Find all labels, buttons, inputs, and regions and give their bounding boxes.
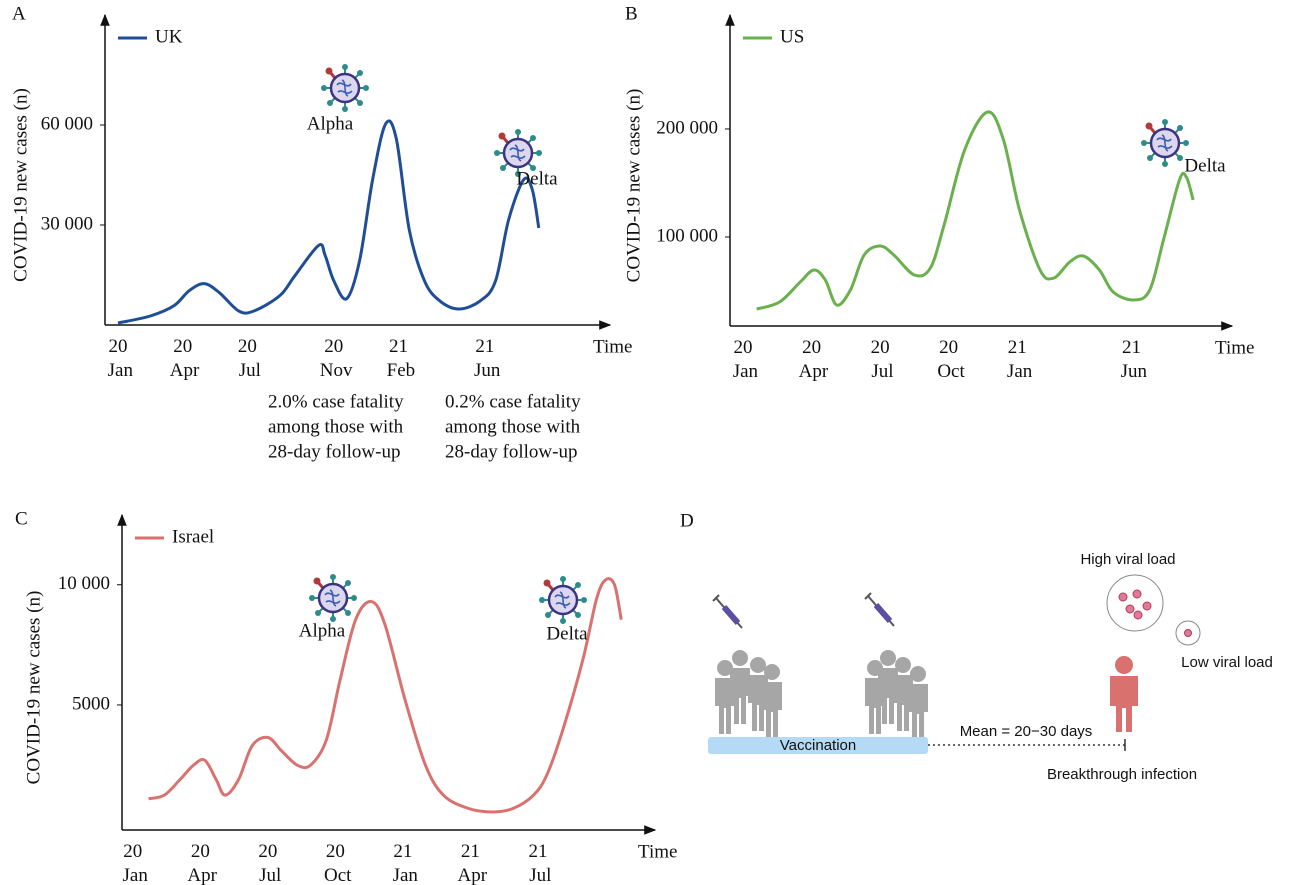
y-axis-label: COVID-19 new cases (n) (10, 88, 31, 282)
y-tick-label: 200 000 (656, 117, 718, 138)
annotation: Alpha (307, 113, 354, 134)
y-tick-label: 60 000 (41, 113, 93, 134)
x-tick-label: 21 Jun (1116, 337, 1148, 382)
x-tick-label: 20 Jan (118, 841, 149, 885)
x-axis-label: Time (638, 841, 677, 862)
bar-label: Vaccination (780, 737, 856, 754)
x-tick-label: 20 Apr (166, 336, 200, 381)
x-axis-label: Time (1215, 337, 1254, 358)
note: among those with (445, 416, 581, 437)
annotation: Delta (546, 623, 588, 644)
x-tick-label: 21 Apr (454, 841, 488, 885)
x-tick-label: 21 Jan (1002, 337, 1033, 382)
y-axis-label: COVID-19 new cases (n) (623, 89, 644, 283)
virus-dot (1185, 630, 1192, 637)
panel-label: D (680, 510, 694, 531)
x-tick-label: 20 Jul (867, 337, 894, 382)
high-load-circle (1107, 575, 1163, 631)
x-tick-label: 20 Jul (254, 841, 281, 885)
y-tick-label: 5000 (72, 693, 110, 714)
x-tick-label: 21 Jan (388, 841, 419, 885)
x-axis-label: Time (593, 336, 632, 357)
y-axis-label: COVID-19 new cases (n) (23, 591, 44, 785)
y-tick-label: 30 000 (41, 213, 93, 234)
note: 0.2% case fatality (445, 391, 581, 412)
syringe-icon (713, 595, 742, 628)
x-tick-label: 20 Oct (933, 337, 966, 382)
annotation: Alpha (299, 620, 346, 641)
x-tick-label: 20 Nov (315, 336, 353, 381)
y-tick-label: 10 000 (58, 573, 110, 594)
legend-label: Israel (172, 526, 214, 547)
legend-label: UK (155, 26, 183, 47)
diagram: D Vaccination Mean = 20−30 days Breakthr… (680, 510, 1273, 783)
x-tick-label: 20 Jan (103, 336, 134, 381)
series-line (118, 121, 539, 323)
x-tick-label: 20 Apr (184, 841, 218, 885)
infected-person (1110, 656, 1138, 732)
virus-icon (1141, 119, 1189, 167)
virus-icon (321, 64, 369, 112)
low-load-label: Low viral load (1181, 654, 1273, 671)
syringe-icon (865, 593, 894, 626)
x-tick-label: 21 Jun (469, 336, 501, 381)
legend-label: US (780, 26, 804, 47)
outcome-label: Breakthrough infection (1047, 766, 1197, 783)
series-line (757, 112, 1193, 309)
note: 28-day follow-up (268, 441, 400, 462)
high-load-label: High viral load (1080, 551, 1175, 568)
annotation: Delta (516, 168, 558, 189)
x-tick-label: 20 Jan (728, 337, 759, 382)
annotation: Delta (1184, 155, 1226, 176)
interval-label: Mean = 20−30 days (960, 723, 1093, 740)
note: 2.0% case fatality (268, 391, 404, 412)
x-tick-label: 20 Apr (795, 337, 829, 382)
virus-icon (309, 574, 357, 622)
vaccinated-group (715, 650, 782, 738)
panel-label: A (12, 3, 26, 24)
vaccinated-group (865, 650, 928, 740)
panel-label: B (625, 3, 638, 24)
x-tick-label: 20 Oct (319, 841, 352, 885)
figure: D Vaccination Mean = 20−30 days Breakthr… (0, 0, 1290, 885)
x-tick-label: 20 Jul (234, 336, 261, 381)
x-tick-label: 21 Feb (382, 336, 415, 381)
note: among those with (268, 416, 404, 437)
y-tick-label: 100 000 (656, 225, 718, 246)
panel-label: C (15, 508, 28, 529)
note: 28-day follow-up (445, 441, 577, 462)
virus-icon (539, 576, 587, 624)
x-tick-label: 21 Jul (524, 841, 551, 885)
